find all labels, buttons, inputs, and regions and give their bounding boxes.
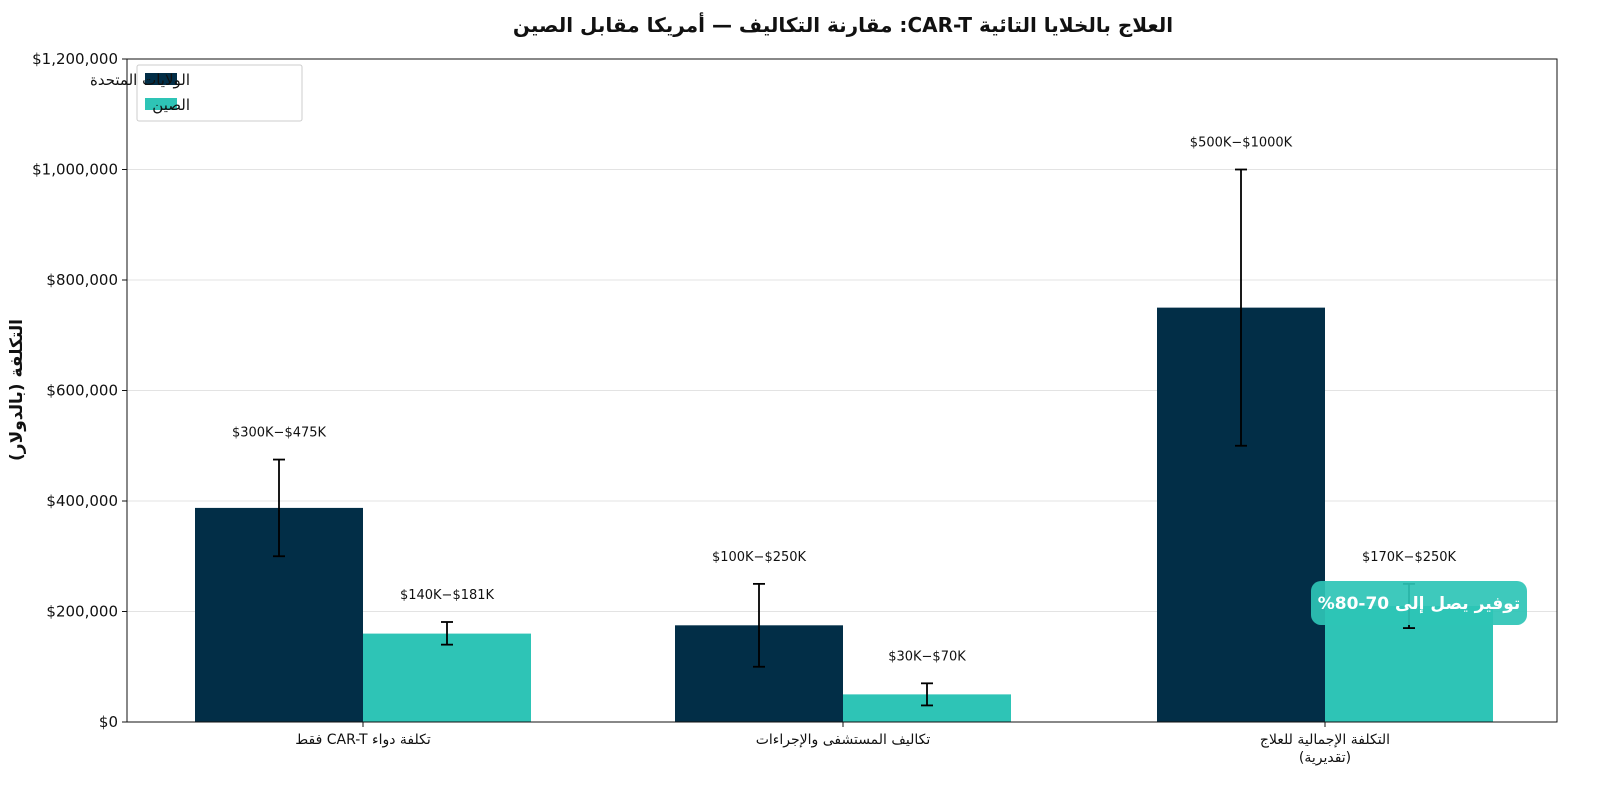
y-tick-label: $0 xyxy=(99,713,118,731)
legend-swatch xyxy=(145,73,177,85)
data-label: $500K−$1000K xyxy=(1190,136,1293,151)
data-label: $300K−$475K xyxy=(232,426,327,441)
x-tick-label: (تقديرية) xyxy=(1299,750,1351,766)
y-tick-label: $800,000 xyxy=(46,271,118,289)
data-label: $170K−$250K xyxy=(1362,550,1457,565)
y-tick-label: $200,000 xyxy=(46,603,118,621)
annotation-box xyxy=(1311,580,1527,625)
chart-title: العلاج بالخلايا التائية CAR-T: مقارنة ال… xyxy=(513,11,1173,37)
x-axis: تكلفة دواء CAR-T فقط تكاليف المستشفى والإ… xyxy=(295,722,1390,766)
y-axis: $0 $200,000 $400,000 $600,000 $800,000 $1,000… xyxy=(32,50,127,731)
y-axis-label: التكلفة (بالدولار) xyxy=(7,319,27,461)
error-bars xyxy=(273,168,1415,707)
y-tick-label: $600,000 xyxy=(46,382,118,400)
data-label: $30K−$70K xyxy=(888,649,966,664)
annotation-text: توفير يصل إلى 70-80% xyxy=(1318,594,1521,614)
y-tick-label: $400,000 xyxy=(46,492,118,510)
legend-label: الصين xyxy=(152,96,190,114)
bar-china xyxy=(363,633,531,722)
plot-frame xyxy=(126,58,1558,723)
data-label: $140K−$181K xyxy=(400,588,495,603)
x-tick-label: تكلفة دواء CAR-T فقط xyxy=(295,732,431,748)
y-tick-label: $1,000,000 xyxy=(32,161,118,179)
savings-annotation: توفير يصل إلى 70-80% xyxy=(1311,580,1527,625)
bars xyxy=(195,307,1493,722)
x-tick-label: التكلفة الإجمالية للعلاج xyxy=(1260,732,1390,748)
legend-label: الولايات المتحدة xyxy=(90,71,190,89)
data-label: $100K−$250K xyxy=(712,550,807,565)
x-tick-label: تكاليف المستشفى والإجراءات xyxy=(756,732,931,748)
y-tick-label: $1,200,000 xyxy=(32,50,118,68)
legend: الولايات المتحدة الصين xyxy=(90,64,303,122)
data-labels: $300K−$475K $100K−$250K $500K−$1000K $140K−… xyxy=(232,136,1457,665)
legend-swatch xyxy=(145,98,177,110)
legend-box xyxy=(136,64,303,122)
